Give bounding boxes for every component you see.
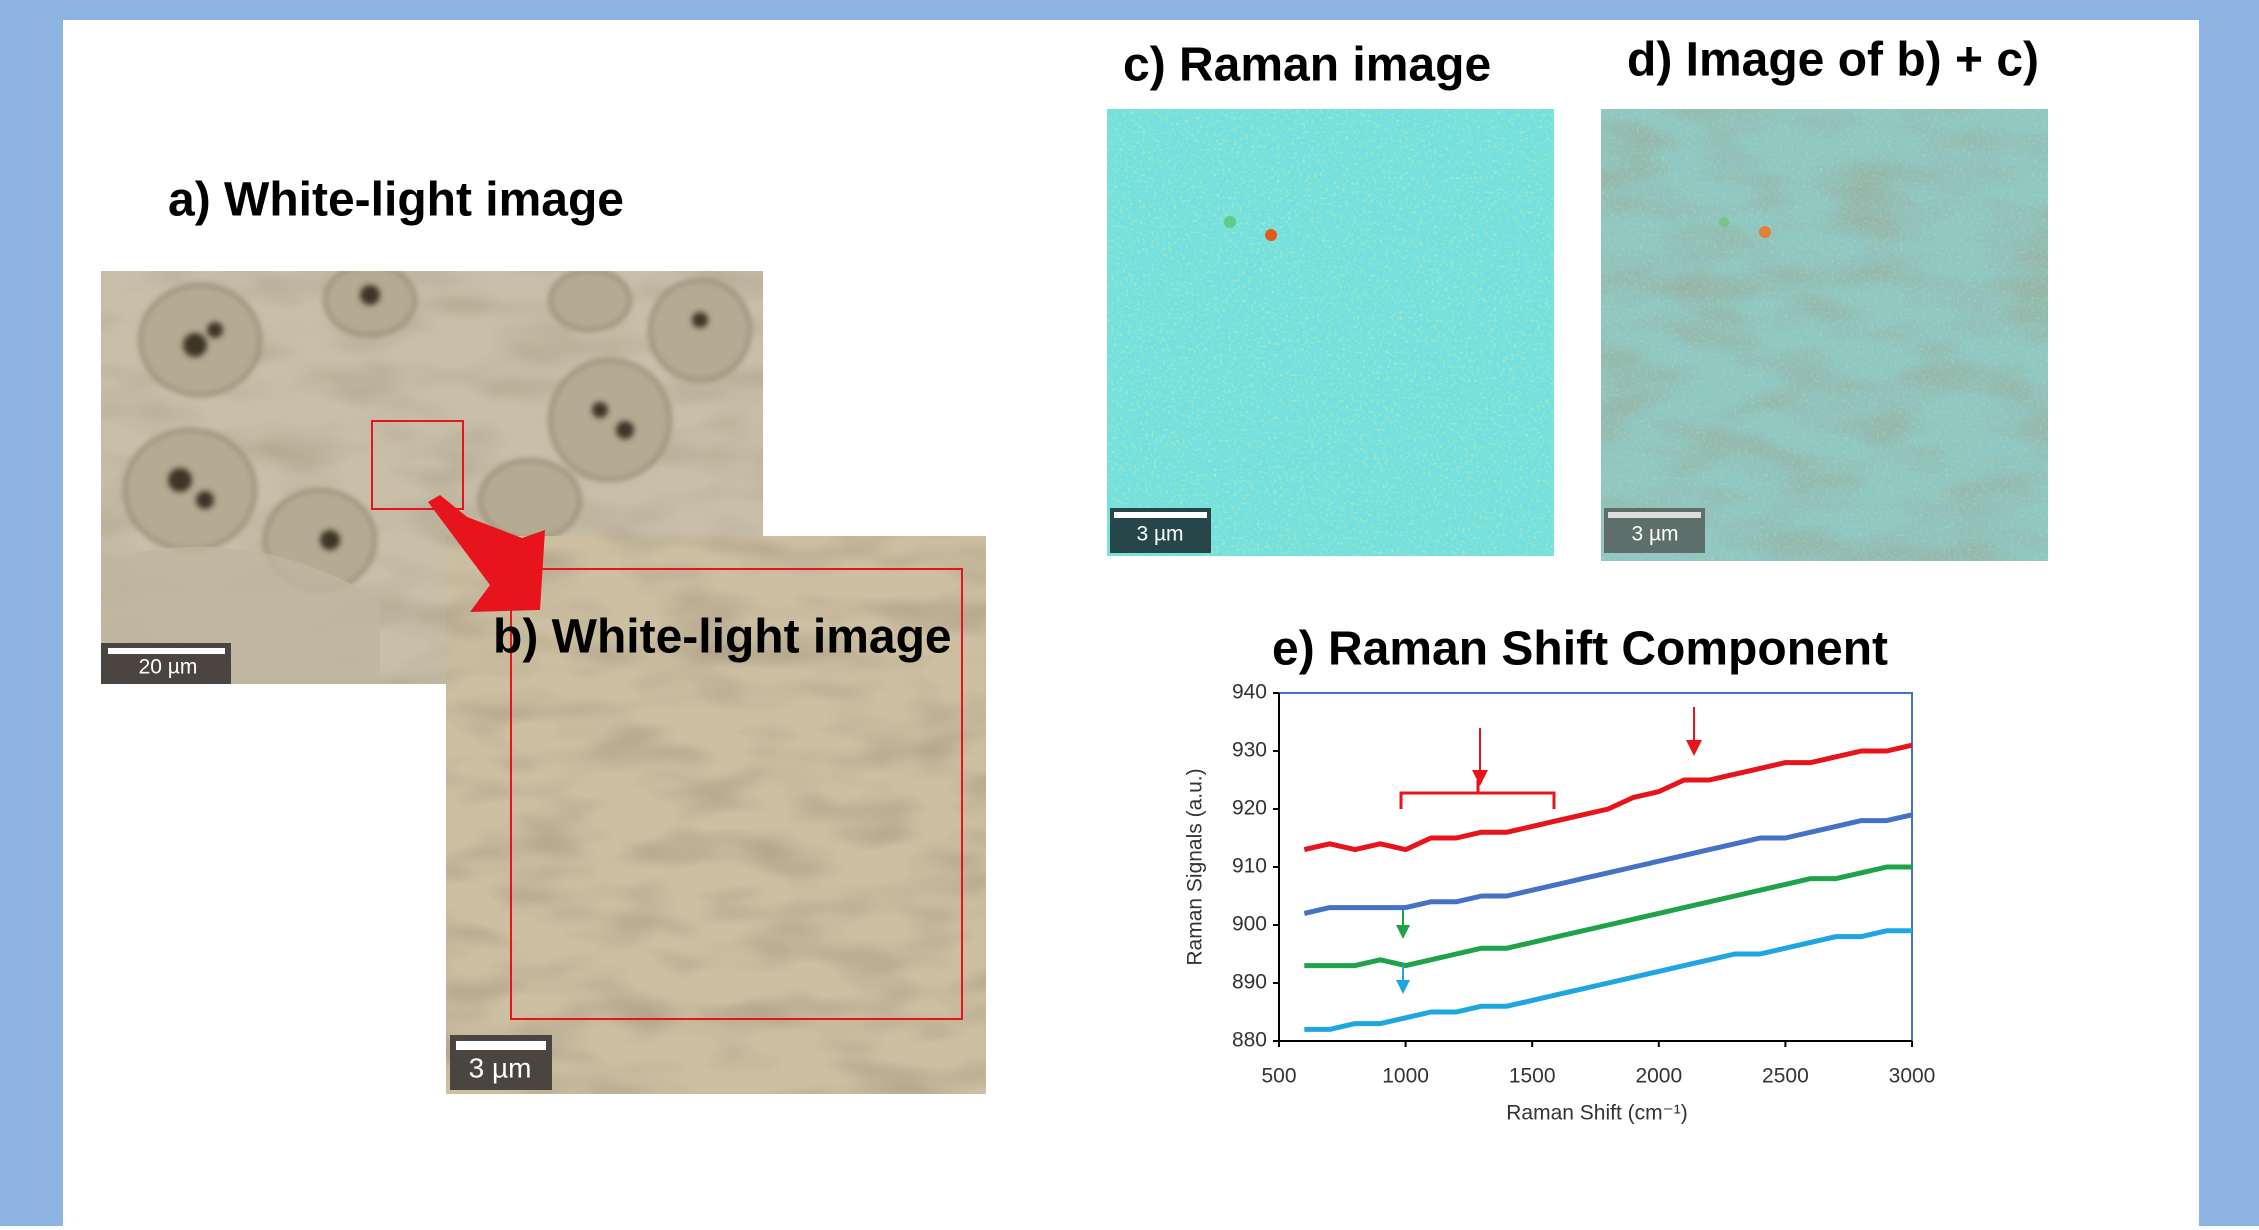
x-tick-label: 3000: [1889, 1065, 1936, 1088]
x-tick-label: 2500: [1762, 1065, 1809, 1088]
page: a) White-light image 20 µm b) White-ligh…: [0, 0, 2259, 1226]
panel-title: d) Image of b) + c): [1627, 34, 2039, 87]
y-axis-label: Raman Signals (a.u.): [1184, 768, 1207, 965]
raman-image: 3 µm: [1107, 109, 1554, 556]
y-tick-label: 920: [1232, 797, 1267, 820]
y-tick-label: 940: [1232, 681, 1267, 704]
y-tick-label: 930: [1232, 739, 1267, 762]
y-tick-label: 900: [1232, 913, 1267, 936]
panel-title: b) White-light image: [493, 611, 952, 664]
x-tick-label: 2000: [1635, 1065, 1682, 1088]
chart-title: e) Raman Shift Component: [1272, 623, 1888, 676]
y-tick-label: 880: [1232, 1029, 1267, 1052]
y-tick-label: 910: [1232, 855, 1267, 878]
x-axis-label: Raman Shift (cm⁻¹): [1506, 1102, 1687, 1125]
scale-bar-label: 3 µm: [1631, 523, 1678, 546]
y-tick-label: 890: [1232, 971, 1267, 994]
scale-bar-label: 3 µm: [469, 1052, 532, 1083]
scale-bar-label: 3 µm: [1136, 523, 1183, 546]
scale-bar: 3 µm: [450, 1035, 552, 1090]
x-tick-label: 500: [1261, 1065, 1296, 1088]
figure: a) White-light image 20 µm b) White-ligh…: [0, 0, 2259, 1226]
panel-title: c) Raman image: [1123, 39, 1491, 92]
x-tick-label: 1000: [1382, 1065, 1429, 1088]
scale-bar-label: 20 µm: [139, 656, 198, 679]
scale-bar: 20 µm: [101, 643, 231, 684]
panel-title: a) White-light image: [168, 174, 624, 227]
x-tick-label: 1500: [1509, 1065, 1556, 1088]
overlay-image: 3 µm: [1601, 109, 2048, 561]
white-light-image-b: [428, 495, 986, 1094]
